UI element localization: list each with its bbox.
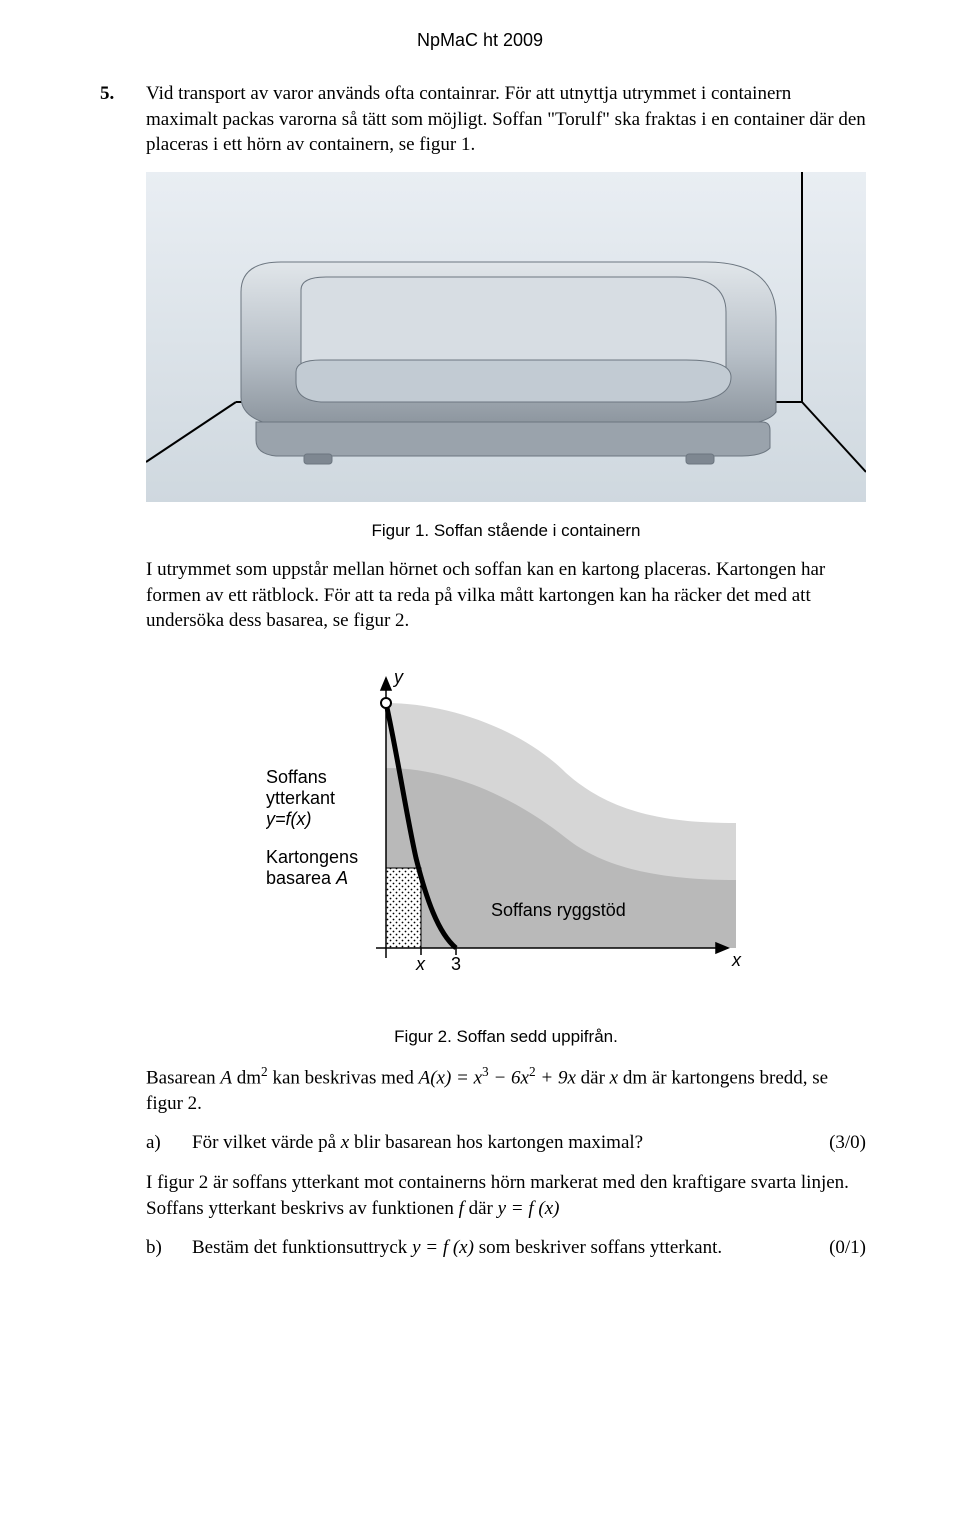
figure-2-caption: Figur 2. Soffan sedd uppifrån.: [146, 1026, 866, 1049]
subquestion-a-score: (3/0): [806, 1130, 866, 1156]
svg-text:basarea A: basarea A: [266, 868, 348, 888]
svg-text:Soffans: Soffans: [266, 767, 327, 787]
subquestion-a-label: a): [146, 1130, 192, 1156]
figure-2: y x x 3 Soffans ryggstöd Soffans ytterka…: [146, 648, 866, 1008]
figure-1: [146, 172, 866, 502]
a-post: blir basarean hos kartongen maximal?: [349, 1132, 643, 1153]
subquestion-a-body: För vilket värde på x blir basarean hos …: [192, 1130, 806, 1156]
page-header: NpMaC ht 2009: [100, 30, 860, 51]
a-x: x: [341, 1132, 349, 1153]
basarea-post: där: [576, 1067, 610, 1088]
svg-text:y: y: [392, 667, 404, 687]
svg-text:Soffans ryggstöd: Soffans ryggstöd: [491, 900, 626, 920]
subquestion-b: b) Bestäm det funktionsuttryck y = f (x)…: [146, 1235, 866, 1261]
question-mid-1: I utrymmet som uppstår mellan hörnet och…: [146, 557, 866, 634]
mid2-where: där: [464, 1198, 498, 1219]
basarea-unit-sup: 2: [261, 1064, 268, 1079]
svg-text:y=f(x): y=f(x): [266, 809, 312, 829]
basarea-mid: kan beskrivas med: [268, 1067, 419, 1088]
basarea-pre: Basarean: [146, 1067, 220, 1088]
question-intro: Vid transport av varor används ofta cont…: [146, 81, 866, 158]
basarea-eq-sup2: 2: [529, 1064, 536, 1079]
basarea-unit: dm: [232, 1067, 261, 1088]
subquestion-b-body: Bestäm det funktionsuttryck y = f (x) so…: [192, 1235, 806, 1261]
svg-text:x: x: [415, 954, 426, 974]
a-pre: För vilket värde på: [192, 1132, 341, 1153]
basarea-A: A: [220, 1067, 232, 1088]
basarea-eq-sup3: 3: [482, 1064, 489, 1079]
figure-1-caption: Figur 1. Soffan stående i containern: [146, 520, 866, 543]
basarea-eq-m2: + 9x: [536, 1067, 576, 1088]
b-post: som beskriver soffans ytterkant.: [474, 1237, 722, 1258]
basarea-sentence: Basarean A dm2 kan beskrivas med A(x) = …: [146, 1063, 866, 1117]
basarea-x: x: [610, 1067, 618, 1088]
basarea-eq-m1: − 6x: [489, 1067, 529, 1088]
svg-text:ytterkant: ytterkant: [266, 788, 335, 808]
b-pre: Bestäm det funktionsuttryck: [192, 1237, 412, 1258]
svg-text:x: x: [731, 950, 742, 970]
svg-text:3: 3: [451, 954, 461, 974]
svg-text:Kartongens: Kartongens: [266, 847, 358, 867]
question-mid-2: I figur 2 är soffans ytterkant mot conta…: [146, 1170, 866, 1221]
subquestion-a: a) För vilket värde på x blir basarean h…: [146, 1130, 866, 1156]
mid2-eq: y = f (x): [498, 1198, 560, 1219]
basarea-eq-lhs: A(x) = x: [419, 1067, 482, 1088]
question-number: 5.: [100, 81, 146, 107]
subquestion-b-score: (0/1): [806, 1235, 866, 1261]
b-eq: y = f (x): [412, 1237, 474, 1258]
subquestion-b-label: b): [146, 1235, 192, 1261]
